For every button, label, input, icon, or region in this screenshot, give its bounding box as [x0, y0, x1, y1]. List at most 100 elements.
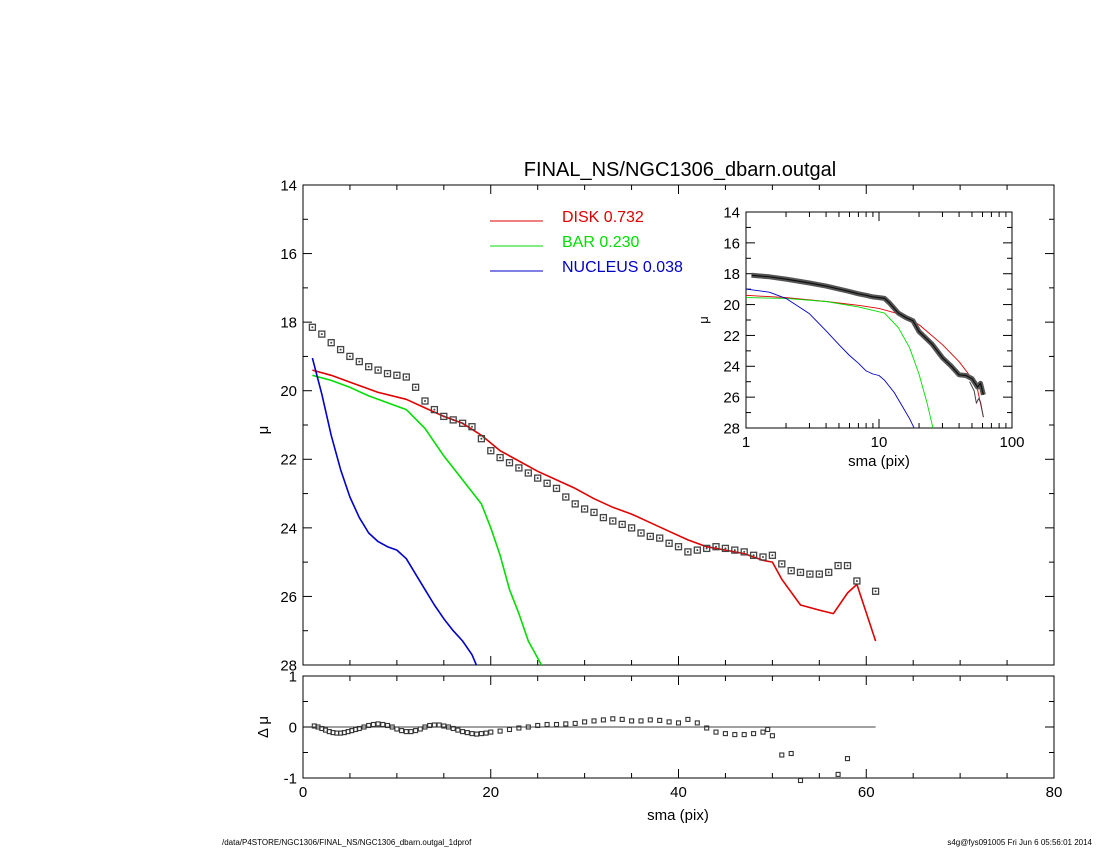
inset-plot-panel: 1 10 100 14 16 18 20 22 24 26 28 sma (pix) μ [696, 204, 1025, 470]
data-marker [355, 357, 363, 366]
data-marker-dot [846, 564, 849, 567]
x-tick-label: 80 [1046, 784, 1063, 801]
data-marker-dot [593, 511, 595, 514]
data-marker [871, 587, 880, 595]
residual-marker [413, 728, 419, 734]
residual-marker [394, 726, 400, 732]
y-axis-label-residual: Δ μ [255, 716, 272, 738]
data-marker-dot [752, 554, 755, 557]
inset-series-nucleus [746, 288, 915, 428]
inset-y-tick-label: 24 [723, 359, 740, 376]
data-marker [637, 529, 645, 537]
data-marker-dot [330, 341, 333, 344]
inset-y-tick-label: 14 [723, 204, 740, 221]
data-marker [825, 568, 833, 577]
inset-y-tick-label: 22 [723, 328, 740, 345]
data-marker-dot [452, 418, 455, 421]
data-marker-dot [724, 547, 727, 550]
y-axis-label: μ [255, 426, 272, 435]
residual-marker [441, 723, 447, 729]
chart-title: FINAL_NS/NGC1306_dbarn.outgal [524, 159, 836, 181]
residual-marker [844, 756, 851, 762]
residual-marker [713, 729, 719, 735]
data-marker-dot [668, 542, 671, 545]
residual-marker [722, 731, 728, 737]
inset-observed-line [751, 274, 984, 395]
residual-marker [647, 717, 653, 723]
y-tick-label: 14 [280, 177, 297, 194]
y-tick-label: 20 [280, 383, 297, 400]
inset-x-tick-label: 10 [871, 434, 888, 451]
x-axis-label: sma (pix) [647, 807, 709, 824]
footer-file-path: /data/P4STORE/NGC1306/FINAL_NS/NGC1306_d… [222, 838, 472, 847]
data-marker-dot [677, 545, 680, 548]
series-line-disk [312, 369, 877, 642]
data-marker [421, 397, 429, 405]
data-marker [496, 453, 504, 462]
residual-marker [436, 722, 442, 728]
residual-marker [685, 716, 691, 722]
residual-marker [553, 721, 560, 728]
data-marker-dot [602, 516, 605, 519]
residual-marker [478, 731, 484, 737]
residual-marker [694, 720, 700, 726]
residual-marker [417, 726, 423, 732]
residual-marker [474, 731, 480, 737]
y-tick-label: 22 [280, 452, 297, 469]
data-marker [627, 524, 636, 532]
series-line-bar [312, 374, 543, 665]
data-marker [365, 363, 373, 371]
data-marker [449, 416, 457, 424]
residual-marker [356, 725, 362, 732]
data-marker [834, 561, 842, 570]
data-marker-dot [799, 571, 802, 574]
series-line-nucleus [311, 357, 478, 665]
residual-marker [427, 722, 433, 729]
data-marker [787, 567, 795, 575]
data-marker-dot [818, 573, 821, 576]
inset-background [746, 212, 1012, 428]
data-marker [703, 544, 711, 553]
data-marker [543, 479, 551, 487]
y-tick-label: 0 [289, 719, 297, 736]
y-tick-label: 24 [280, 520, 297, 537]
data-marker-dot [546, 482, 549, 485]
data-marker-dot [790, 569, 793, 572]
residual-marker [563, 721, 569, 727]
y-tick-label: 28 [280, 657, 297, 674]
legend-label-disk: DISK 0.732 [562, 209, 644, 226]
data-marker-dot [367, 365, 370, 368]
data-marker [524, 469, 532, 477]
data-marker-dot [320, 333, 323, 336]
data-marker-dot [414, 386, 417, 389]
residual-marker [431, 722, 437, 728]
data-marker-dot [733, 549, 736, 552]
residual-marker [506, 726, 513, 733]
residual-marker [450, 725, 456, 732]
data-marker [618, 520, 626, 529]
data-marker [393, 371, 401, 379]
data-marker [778, 560, 786, 568]
data-marker [768, 551, 777, 559]
data-marker [336, 345, 345, 354]
residual-marker [600, 717, 606, 723]
data-marker-dot [461, 422, 464, 425]
data-marker-dot [611, 520, 614, 522]
data-marker [721, 544, 730, 553]
residual-marker [380, 721, 386, 728]
data-marker [430, 405, 439, 414]
residual-marker [408, 729, 414, 735]
residual-marker [375, 721, 381, 727]
data-marker [487, 447, 495, 455]
data-marker-dot [386, 372, 389, 375]
inset-y-tick-label: 20 [723, 297, 740, 314]
data-marker [684, 548, 692, 556]
data-marker [731, 546, 739, 554]
residual-marker [675, 720, 682, 726]
residual-marker [403, 729, 409, 735]
data-marker-dot [433, 408, 436, 411]
data-marker-dot [536, 477, 539, 480]
residual-marker [779, 752, 785, 758]
residual-marker [732, 732, 738, 738]
